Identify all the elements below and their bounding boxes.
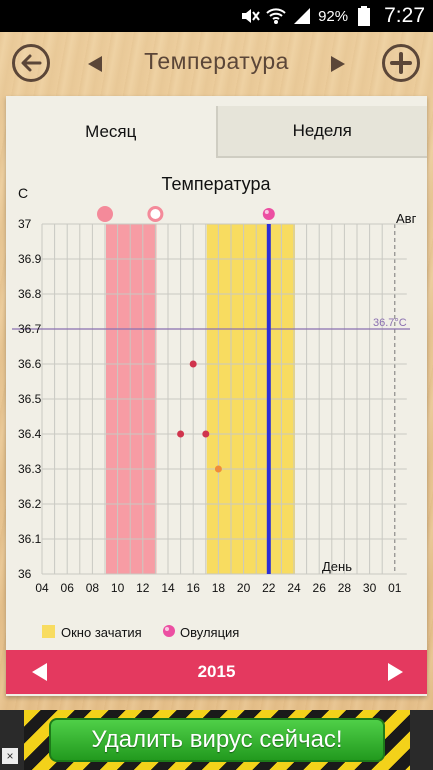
mute-icon [240,7,260,25]
fertile-window-legend-swatch [42,625,55,638]
ovulation-marker-icon [262,208,275,220]
chart-title: Температура [161,174,271,194]
clock: 7:27 [384,4,425,27]
x-tick-label: 01 [388,581,402,595]
ad-button[interactable]: Удалить вирус сейчас! [49,718,385,762]
wifi-icon [266,7,286,25]
ovulation-icon [163,625,175,637]
back-button[interactable] [12,44,50,82]
x-tick-label: 26 [313,581,327,595]
page-title: Температура [144,48,289,74]
battery-percent: 92% [318,7,349,25]
x-axis-label: День [322,559,352,574]
temperature-point [177,430,185,438]
temperature-point [202,430,210,438]
tab-bar: Месяц Неделя [6,106,427,158]
x-tick-label: 16 [187,581,201,595]
next-year-button[interactable] [388,663,403,681]
period-start-marker [97,206,113,222]
year-label: 2015 [197,662,236,681]
y-tick-label: 36 [18,567,32,581]
month-label: Авг [396,211,417,226]
tab-week[interactable]: Неделя [215,106,427,158]
legend-ovulation: Овуляция [180,625,239,640]
temperature-point [189,360,197,368]
y-tick-label: 36.1 [18,532,42,546]
year-bar: 2015 [6,650,427,694]
ovulation-line [266,224,271,574]
y-tick-label: 36.8 [18,287,42,301]
x-tick-label: 28 [338,581,352,595]
signal-icon [292,7,312,25]
ovulation-marker-highlight [264,210,269,214]
tab-month[interactable]: Месяц [6,106,216,158]
ad-close-icon[interactable]: × [2,748,18,764]
reference-line-label: 36.7°C [373,317,407,329]
y-tick-label: 36.7 [18,322,42,336]
plus-icon [390,52,412,74]
x-tick-label: 12 [136,581,150,595]
ad-zone: Удалить вирус сейчас! [0,710,433,770]
y-tick-label: 36.4 [18,427,42,441]
legend-fertile-window: Окно зачатия [61,625,142,640]
x-tick-label: 24 [287,581,301,595]
x-tick-label: 08 [86,581,100,595]
arrow-left-icon [21,54,42,72]
y-axis-label: С [18,185,28,201]
temperature-chart: Температура С 36.7°C 36 36.1 36.2 36.3 36.4 3… [12,174,417,640]
add-button[interactable] [382,44,420,82]
y-tick-label: 36.5 [18,392,42,406]
y-tick-label: 37 [18,217,32,231]
y-tick-label: 36.9 [18,252,42,266]
x-tick-label: 04 [35,581,49,595]
x-tick-label: 10 [111,581,125,595]
period-end-marker [147,206,164,222]
battery-icon [354,6,374,26]
x-tick-label: 14 [161,581,175,595]
temperature-point [214,465,222,473]
prev-chart-button[interactable] [88,56,102,72]
ad-banner[interactable]: Удалить вирус сейчас! [24,710,410,770]
x-tick-label: 20 [237,581,251,595]
x-tick-label: 22 [262,581,276,595]
prev-year-button[interactable] [32,663,47,681]
y-tick-label: 36.6 [18,357,42,371]
ovulation-icon-highlight [165,627,169,631]
next-chart-button[interactable] [331,56,345,72]
x-tick-label: 18 [212,581,226,595]
top-bar [0,32,433,92]
y-tick-label: 36.3 [18,462,42,476]
x-tick-label: 06 [61,581,75,595]
x-tick-label: 30 [363,581,377,595]
status-bar: 92% 7:27 [0,0,433,32]
y-tick-label: 36.2 [18,497,42,511]
